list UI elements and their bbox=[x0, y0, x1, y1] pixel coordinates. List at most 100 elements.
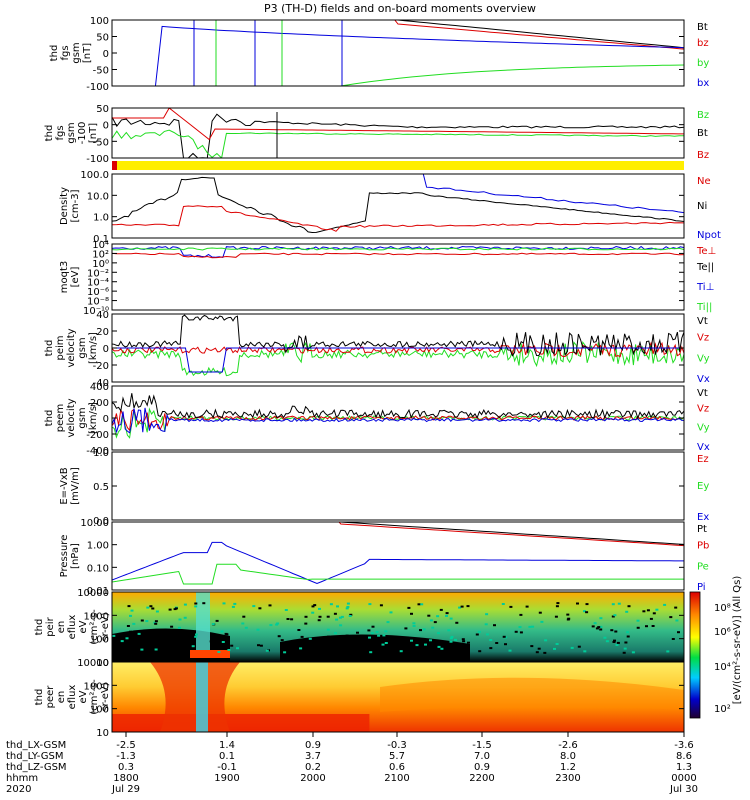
x-axis-value: 2100 bbox=[384, 773, 409, 784]
ion-speckle bbox=[585, 603, 589, 606]
ion-speckle bbox=[381, 643, 385, 646]
ion-speckle bbox=[348, 615, 352, 617]
ion-speckle bbox=[349, 613, 353, 616]
ni-trace bbox=[112, 176, 684, 234]
ion-speckle bbox=[367, 629, 371, 632]
x-axis-value: -3.6 bbox=[674, 740, 694, 751]
ion-speckle bbox=[339, 624, 343, 627]
ion-speckle bbox=[576, 602, 579, 605]
legend-vx-label: Vx bbox=[697, 442, 710, 453]
ion-speckle bbox=[140, 619, 144, 622]
legend-ni-label: Ni bbox=[697, 201, 707, 212]
y-tick-label: 10.0 bbox=[87, 191, 109, 202]
panel-3-backdrop bbox=[112, 174, 684, 238]
ion-speckle bbox=[554, 615, 558, 618]
y-axis-label: [nT] bbox=[82, 43, 93, 63]
ion-speckle bbox=[440, 647, 444, 650]
y-tick-label: 10.00 bbox=[80, 518, 109, 529]
y-tick-label: 100 bbox=[90, 16, 109, 27]
ion-speckle bbox=[213, 647, 217, 649]
ion-speckle bbox=[146, 606, 150, 609]
bz-red-trace bbox=[112, 108, 684, 141]
y-axis-label: thd bbox=[44, 410, 55, 427]
quality-flag-bar bbox=[112, 161, 684, 170]
ion-speckle bbox=[369, 651, 373, 654]
x-axis-labels: thd_LX-GSM -2.5 1.4 0.9 -0.3 -1.5 -2.6 -3.6 thd_… bbox=[6, 732, 698, 795]
x-axis-value: 0000 bbox=[671, 773, 696, 784]
y-tick-label: 10 bbox=[96, 658, 109, 669]
legend-bt-label: Bt bbox=[697, 22, 708, 33]
ion-speckle bbox=[225, 633, 229, 636]
ion-speckle bbox=[501, 603, 505, 605]
ion-speckle bbox=[340, 615, 344, 618]
bt-trace bbox=[397, 20, 684, 49]
legend-pe-label: Pe bbox=[697, 561, 709, 572]
ion-speckle bbox=[183, 603, 187, 606]
y-tick-label: -50 bbox=[93, 137, 109, 148]
y-axis-label: sr-eV) bbox=[100, 612, 111, 641]
ion-speckle bbox=[220, 642, 224, 645]
npot-trace bbox=[422, 174, 684, 214]
ion-speckle bbox=[129, 614, 132, 617]
ion-speckle bbox=[241, 622, 245, 625]
y-tick-label: 0 bbox=[103, 414, 109, 425]
ion-speckle bbox=[646, 609, 650, 612]
ion-speckle bbox=[137, 632, 141, 635]
y-axis-label: thd bbox=[44, 340, 55, 357]
ion-speckle bbox=[345, 607, 349, 610]
ion-speckle bbox=[599, 617, 603, 620]
colorbar-gradient bbox=[689, 591, 701, 719]
y-tick-label: 50 bbox=[96, 104, 109, 115]
ion-speckle bbox=[275, 623, 279, 626]
panel-frame bbox=[111, 107, 685, 159]
ion-speckle bbox=[194, 602, 198, 605]
x-axis-value: 5.7 bbox=[389, 751, 405, 762]
panel-frame bbox=[111, 521, 685, 591]
y-axis-label: (cm²-s- bbox=[89, 679, 100, 715]
ion-speckle bbox=[447, 629, 451, 632]
x-axis-value: Jul 29 bbox=[111, 784, 140, 795]
legend-vy-label: Vy bbox=[697, 423, 710, 434]
pt-trace bbox=[340, 522, 684, 545]
ion-speckle bbox=[404, 627, 408, 630]
ion-speckle bbox=[666, 650, 670, 653]
ion-speckle bbox=[145, 620, 149, 623]
ion-speckle bbox=[655, 608, 659, 611]
y-tick-label: 400 bbox=[90, 382, 109, 393]
ion-speckle bbox=[326, 628, 330, 631]
ion-speckle bbox=[335, 618, 339, 621]
ion-speckle bbox=[335, 641, 339, 644]
y-axis-label: moqt3 bbox=[59, 261, 70, 294]
ion-speckle bbox=[537, 647, 541, 650]
ion-speckle bbox=[624, 641, 628, 644]
vz-trace bbox=[112, 408, 684, 432]
ion-speckle bbox=[286, 618, 290, 620]
ion-speckle bbox=[326, 615, 330, 618]
ion-speckle bbox=[477, 630, 481, 633]
panel-frame bbox=[111, 451, 685, 521]
ion-speckle bbox=[410, 612, 413, 615]
ion-speckle bbox=[256, 628, 260, 631]
ion-speckle bbox=[170, 625, 174, 628]
ion-black-region-2 bbox=[280, 634, 470, 662]
legend-ti||-label: Ti|| bbox=[696, 302, 712, 313]
ion-speckle bbox=[313, 604, 317, 607]
y-axis-label: -100 bbox=[77, 122, 88, 145]
legend-te⊥-label: Te⊥ bbox=[696, 246, 716, 257]
ion-speckle bbox=[478, 650, 482, 653]
ion-speckle bbox=[486, 633, 489, 636]
x-axis-value: -2.5 bbox=[116, 740, 136, 751]
ion-speckle bbox=[419, 629, 422, 632]
ion-speckle bbox=[386, 621, 390, 624]
panel-9-traces bbox=[112, 592, 684, 662]
y-tick-label: -200 bbox=[86, 430, 109, 441]
ion-speckle bbox=[631, 651, 635, 654]
legend-vt-label: Vt bbox=[697, 316, 708, 327]
ion-speckle bbox=[178, 626, 181, 629]
y-axis-label: [mV/m] bbox=[70, 467, 81, 505]
ion-speckle bbox=[300, 635, 304, 638]
y-tick-label: 10000 bbox=[77, 658, 109, 669]
y-tick-label: -40 bbox=[93, 378, 109, 389]
ion-speckle bbox=[346, 602, 350, 605]
ion-speckle bbox=[191, 645, 195, 648]
